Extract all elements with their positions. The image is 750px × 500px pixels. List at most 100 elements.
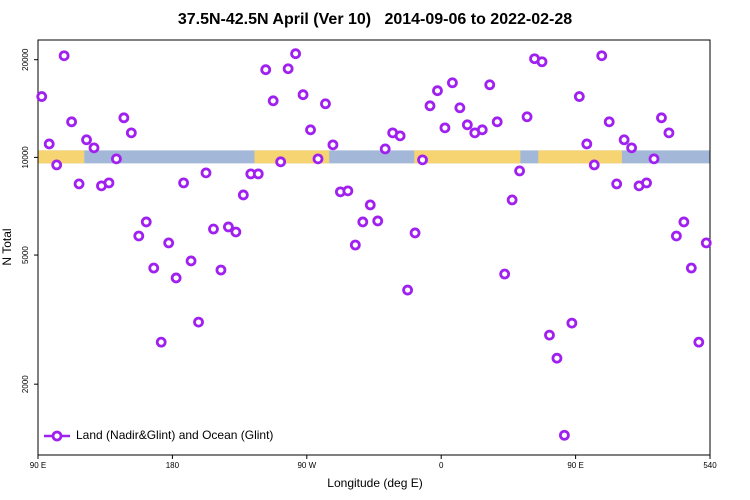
data-point (208, 223, 219, 235)
data-point (290, 48, 302, 60)
data-point (596, 50, 608, 62)
data-point (43, 138, 55, 150)
data-point (402, 284, 414, 296)
y-tick-label: 5000 (21, 246, 30, 264)
data-point (320, 98, 331, 110)
data-point (222, 221, 234, 233)
data-point (260, 64, 272, 76)
data-point (700, 237, 712, 249)
plot-frame (37, 39, 711, 456)
land-band (414, 150, 521, 164)
data-point (551, 352, 563, 364)
data-point (544, 329, 555, 341)
data-point (521, 111, 533, 123)
data-point (81, 134, 92, 146)
x-tick-label: 90 E (567, 461, 583, 470)
data-point (66, 116, 77, 128)
x-tick-label: 180 (166, 461, 180, 470)
data-point (603, 116, 615, 128)
x-tick-label: 0 (439, 461, 444, 470)
data-point (88, 142, 100, 154)
data-point (476, 124, 488, 136)
data-point (193, 316, 204, 328)
data-point (364, 199, 376, 211)
data-point (163, 237, 175, 249)
data-point (626, 142, 637, 154)
y-tick-label: 10000 (21, 146, 30, 169)
data-point (656, 112, 667, 124)
data-point (446, 77, 458, 89)
data-point (230, 226, 242, 238)
data-point (685, 262, 697, 274)
data-point (432, 85, 443, 97)
data-point (297, 89, 309, 101)
data-point (170, 272, 182, 284)
data-point (327, 139, 339, 151)
data-point (305, 124, 316, 136)
data-point (140, 216, 152, 228)
data-point (491, 116, 503, 128)
data-point (581, 138, 593, 150)
data-point (103, 177, 115, 189)
data-point (200, 167, 212, 179)
data-point (349, 239, 361, 251)
data-point (372, 215, 384, 227)
data-point (155, 336, 167, 348)
land-band (254, 150, 330, 164)
y-axis-label: N Total (0, 228, 14, 265)
data-point (566, 317, 578, 329)
y-tick-label: 2000 (21, 375, 30, 393)
legend-marker (51, 430, 63, 442)
land-band (38, 150, 85, 164)
data-point (148, 262, 160, 274)
data-point (215, 264, 227, 276)
data-point (663, 127, 675, 139)
land-band (538, 150, 622, 164)
data-point (275, 156, 287, 168)
data-point (409, 227, 421, 239)
x-tick-label: 540 (703, 461, 717, 470)
data-point (514, 165, 525, 177)
data-point (125, 127, 137, 139)
data-point (611, 178, 623, 190)
data-point (648, 153, 660, 165)
data-point (618, 134, 630, 146)
data-point (118, 112, 130, 124)
y-tick-label: 20000 (21, 48, 30, 71)
data-point (678, 216, 690, 228)
data-point (693, 336, 705, 348)
data-point (36, 91, 48, 102)
data-point (237, 189, 249, 201)
data-point (252, 168, 264, 180)
data-point (133, 230, 145, 242)
x-axis-label: Longitude (deg E) (327, 476, 422, 490)
data-point (394, 130, 406, 142)
data-point (73, 178, 85, 190)
data-point (506, 194, 518, 206)
data-point (379, 143, 391, 155)
data-point (536, 56, 548, 68)
data-point (312, 153, 324, 165)
data-point (424, 100, 436, 112)
data-point (417, 154, 428, 166)
data-point (111, 153, 122, 165)
data-point (499, 268, 511, 280)
data-point (178, 177, 190, 189)
data-point (671, 230, 682, 242)
data-point (484, 79, 496, 91)
chart-title: 37.5N-42.5N April (Ver 10) 2014-09-06 to… (178, 11, 572, 28)
data-point (454, 102, 466, 114)
data-point (641, 177, 652, 189)
data-point (573, 91, 585, 102)
data-point (559, 429, 570, 441)
data-point (357, 216, 369, 228)
x-tick-label: 90 W (297, 461, 316, 470)
x-tick-label: 90 E (30, 461, 46, 470)
data-point (461, 119, 473, 131)
data-point (588, 159, 600, 171)
data-point (439, 122, 451, 134)
data-point (267, 95, 279, 107)
data-point (342, 185, 354, 197)
